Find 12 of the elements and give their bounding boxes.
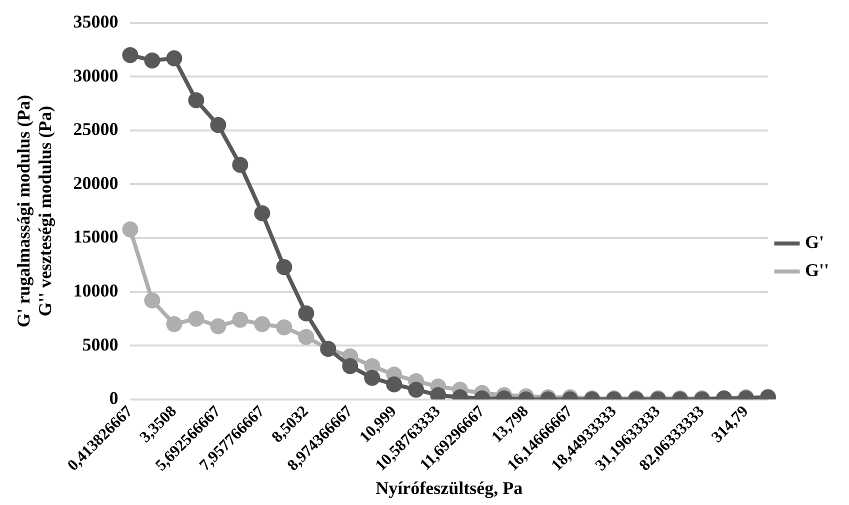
- x-axis-title: Nyírófeszültség, Pa: [376, 478, 523, 498]
- y-tick-label: 30000: [73, 65, 118, 86]
- y-tick-label: 35000: [73, 11, 118, 32]
- y-axis-title: G' rugalmassági modulus (Pa) G'' veszteségi modulus (Pa): [13, 94, 56, 328]
- y-tick-label: 15000: [73, 226, 118, 247]
- y-tick-label: 25000: [73, 119, 118, 140]
- legend-label: G': [804, 232, 824, 252]
- legend-label: G'': [804, 260, 830, 280]
- y-tick-label: 5000: [82, 334, 118, 354]
- y-tick-label: 20000: [73, 172, 118, 193]
- y-tick-label: 0: [109, 388, 118, 408]
- y-tick-label: 10000: [73, 280, 118, 300]
